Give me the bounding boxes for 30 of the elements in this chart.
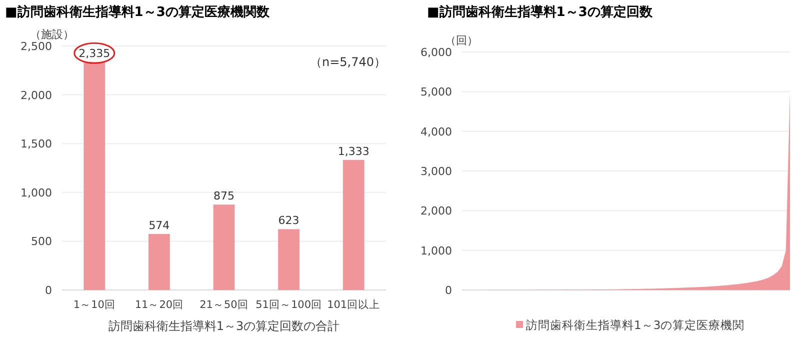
x-tick-label: 1～10回 bbox=[73, 299, 116, 311]
y-tick-label: 1,000 bbox=[420, 244, 452, 258]
data-label: 1,333 bbox=[338, 144, 370, 158]
data-label: 574 bbox=[148, 218, 170, 232]
x-tick-label: 21～50回 bbox=[200, 299, 248, 311]
y-tick-label: 3,000 bbox=[420, 165, 452, 178]
y-axis-title: （施設） bbox=[30, 28, 74, 41]
y-tick-label: 1,000 bbox=[20, 186, 52, 200]
y-tick-label: 6,000 bbox=[420, 46, 452, 59]
legend: 訪問歯科衛生指導料1～3の算定医療機関 bbox=[516, 318, 745, 332]
y-axis-title: （回） bbox=[445, 34, 478, 47]
x-tick-label: 11～20回 bbox=[134, 299, 184, 311]
y-tick-label: 0 bbox=[445, 284, 452, 297]
y-tick-label: 5,000 bbox=[420, 86, 452, 99]
y-tick-label: 2,000 bbox=[20, 88, 52, 102]
y-tick-label: 1,500 bbox=[20, 138, 52, 151]
y-tick-label: 2,500 bbox=[20, 40, 52, 53]
y-tick-label: 2,000 bbox=[420, 204, 452, 218]
y-tick-label: 4,000 bbox=[420, 125, 452, 138]
data-label: 875 bbox=[214, 190, 234, 203]
chart-title: ■訪問歯科衛生指導料1～3の算定回数 bbox=[427, 4, 654, 20]
annotation: （n=5,740） bbox=[310, 55, 386, 69]
y-tick-label: 500 bbox=[31, 235, 52, 248]
x-tick-label: 51回～100回 bbox=[256, 299, 322, 311]
data-label: 623 bbox=[278, 214, 300, 228]
x-axis-title: 訪問歯科衛生指導料1～3の算定回数の合計 bbox=[108, 319, 340, 333]
data-label: 2,335 bbox=[78, 47, 110, 60]
y-tick-label: 0 bbox=[45, 284, 52, 297]
x-tick-label: 101回以上 bbox=[327, 298, 380, 311]
chart-title: ■訪問歯科衛生指導料1～3の算定医療機関数 bbox=[5, 4, 270, 20]
